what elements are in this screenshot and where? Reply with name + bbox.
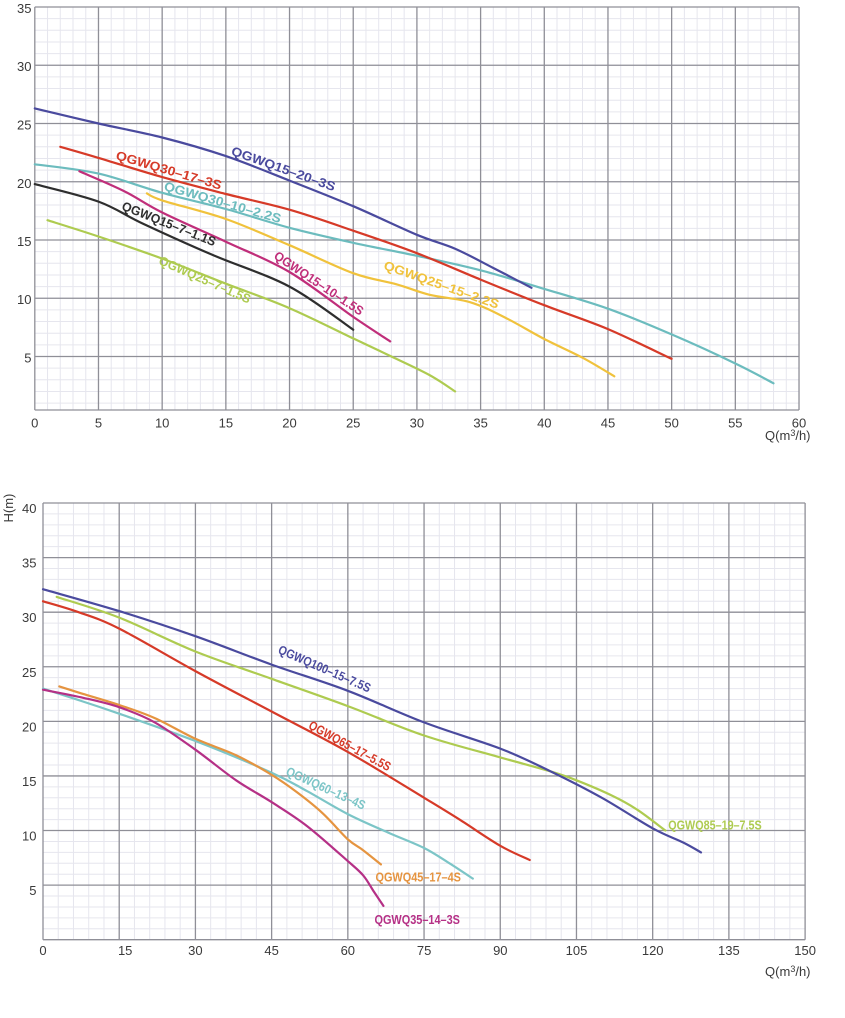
svg-text:30: 30 xyxy=(410,416,424,431)
svg-text:35: 35 xyxy=(22,556,36,571)
svg-text:15: 15 xyxy=(22,774,36,789)
svg-text:30: 30 xyxy=(17,59,31,74)
svg-text:15: 15 xyxy=(17,234,31,249)
svg-text:50: 50 xyxy=(664,416,678,431)
svg-text:60: 60 xyxy=(341,943,355,958)
svg-text:35: 35 xyxy=(473,416,487,431)
svg-text:90: 90 xyxy=(493,943,507,958)
svg-text:5: 5 xyxy=(24,351,31,366)
svg-text:45: 45 xyxy=(264,943,278,958)
svg-text:30: 30 xyxy=(22,610,36,625)
svg-text:10: 10 xyxy=(22,829,36,844)
svg-text:H(m): H(m) xyxy=(1,494,16,523)
svg-text:10: 10 xyxy=(155,416,169,431)
svg-text:30: 30 xyxy=(188,943,202,958)
svg-text:15: 15 xyxy=(118,943,132,958)
svg-text:QGWQ35–14–3S: QGWQ35–14–3S xyxy=(374,912,460,927)
svg-text:40: 40 xyxy=(537,416,551,431)
svg-text:20: 20 xyxy=(282,416,296,431)
svg-text:0: 0 xyxy=(31,416,38,431)
svg-text:40: 40 xyxy=(22,501,36,516)
svg-text:Q(m3/h): Q(m3/h) xyxy=(765,428,810,443)
svg-text:25: 25 xyxy=(17,118,31,133)
svg-text:35: 35 xyxy=(17,1,31,16)
svg-text:45: 45 xyxy=(601,416,615,431)
svg-text:20: 20 xyxy=(22,719,36,734)
svg-text:5: 5 xyxy=(29,883,36,898)
svg-text:75: 75 xyxy=(417,943,431,958)
svg-text:10: 10 xyxy=(17,292,31,307)
svg-text:120: 120 xyxy=(642,943,664,958)
svg-text:25: 25 xyxy=(346,416,360,431)
svg-text:0: 0 xyxy=(39,943,46,958)
svg-text:20: 20 xyxy=(17,176,31,191)
svg-text:55: 55 xyxy=(728,416,742,431)
svg-text:QGWQ85–19–7.5S: QGWQ85–19–7.5S xyxy=(668,819,762,833)
svg-text:25: 25 xyxy=(22,665,36,680)
svg-text:60: 60 xyxy=(792,416,806,431)
svg-text:150: 150 xyxy=(794,943,816,958)
svg-text:105: 105 xyxy=(566,943,588,958)
svg-text:Q(m3/h): Q(m3/h) xyxy=(765,964,810,979)
svg-text:QGWQ45–17–4S: QGWQ45–17–4S xyxy=(375,870,461,885)
svg-text:15: 15 xyxy=(219,416,233,431)
svg-text:135: 135 xyxy=(718,943,740,958)
svg-text:5: 5 xyxy=(95,416,102,431)
